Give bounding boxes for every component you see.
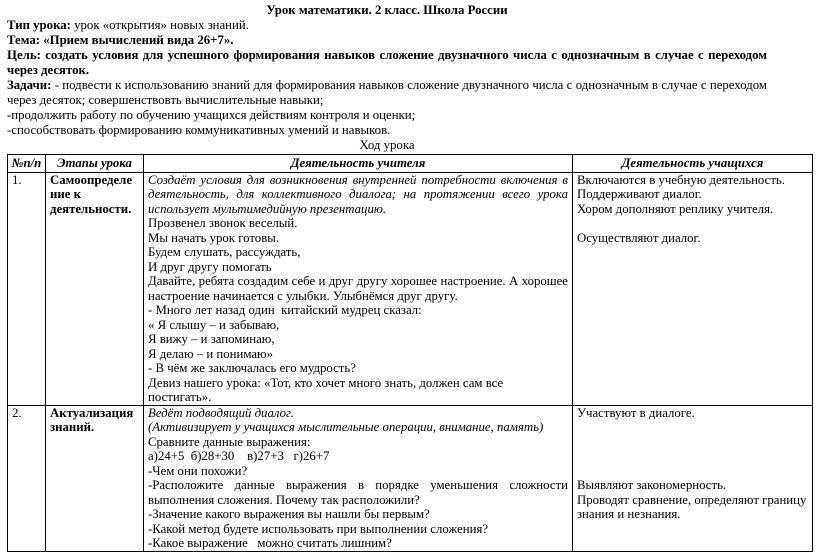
table-header-row: №п/п Этапы урока Деятельность учителя Де…	[7, 154, 813, 173]
stage-cell: Самоопределение к деятельности.	[45, 171, 144, 406]
lesson-plan-table: №п/п Этапы урока Деятельность учителя Де…	[7, 154, 813, 552]
teacher-line: И друг другу помогать	[148, 259, 272, 274]
lesson-task-line-3: -способствовать формированию коммуникати…	[7, 123, 391, 137]
teacher-line: -Какой метод будете использовать при вып…	[148, 521, 489, 536]
header-cell-teacher: Деятельность учителя	[143, 154, 573, 173]
lesson-tasks-label: Задачи:	[7, 78, 52, 92]
lesson-tasks-line: Задачи: - подвести к использованию знани…	[7, 78, 767, 108]
lesson-goal-text: создать условия для успешного формирован…	[7, 48, 767, 77]
table-row: 2. Актуализация знаний. Ведёт подводящий…	[7, 404, 813, 552]
page-title: Урок математики. 2 класс. Школа России	[266, 3, 508, 17]
teacher-line: Прозвенел звонок веселый.	[148, 216, 298, 230]
row-number: 2.	[7, 404, 46, 552]
lesson-task-line-2: -продолжить работу по обучению учащихся …	[7, 108, 416, 122]
lesson-tasks-text: - подвести к использованию знаний для фо…	[7, 78, 767, 107]
students-line: Участвуют в диалоге.	[577, 405, 695, 420]
teacher-line: Будем слушать, рассуждать,	[148, 245, 301, 259]
lesson-type-line: Тип урока: урок «открытия» новых знаний.	[7, 18, 767, 33]
students-line: Включаются в учебную деятельность.	[577, 172, 785, 187]
lesson-theme-line: Тема: «Прием вычислений вида 26+7».	[7, 33, 234, 47]
teacher-line: Создаёт условия для возникновения внутре…	[148, 172, 568, 216]
students-line: Хором дополняют реплику учителя.	[577, 201, 774, 216]
table-row: 1. Самоопределение к деятельности. Созда…	[7, 171, 813, 406]
teacher-line: -Расположите данные выражения в порядке …	[148, 478, 568, 507]
teacher-line: Сравните данные выражения:	[148, 434, 311, 449]
table-caption: Ход урока	[359, 138, 415, 152]
teacher-line: Ведёт подводящий диалог.	[148, 405, 294, 420]
lesson-type-label: Тип урока:	[7, 18, 71, 32]
teacher-line: Давайте, ребята создадим себе и друг дру…	[148, 274, 568, 303]
teacher-line: - В чём же заключалась его мудрость?	[148, 361, 356, 375]
lesson-header: Урок математики. 2 класс. Школа России Т…	[7, 3, 767, 138]
teacher-line: -Чем они похожи?	[148, 463, 248, 478]
lesson-goal-label: Цель:	[7, 48, 41, 62]
teacher-activity-cell: Создаёт условия для возникновения внутре…	[143, 171, 573, 406]
lesson-type-text: урок «открытия» новых знаний.	[70, 18, 249, 32]
teacher-line: Мы начать урок готовы.	[148, 230, 280, 245]
lesson-goal-line: Цель: создать условия для успешного форм…	[7, 48, 767, 78]
teacher-line: -Значение какого выражения вы нашли бы п…	[148, 507, 430, 521]
header-cell-stage: Этапы урока	[45, 154, 144, 173]
teacher-line: Я вижу – и запоминаю,	[148, 332, 275, 346]
teacher-line: « Я слышу – и забываю,	[148, 317, 280, 332]
stage-cell: Актуализация знаний.	[45, 404, 144, 552]
teacher-line: (Активизирует у учащихся мыслительные оп…	[148, 420, 544, 434]
students-activity-cell: Участвуют в диалоге. Выявляют закономерн…	[572, 404, 813, 552]
teacher-line: Девиз нашего урока: «Тот, кто хочет мног…	[148, 375, 504, 405]
students-activity-cell: Включаются в учебную деятельность. Подде…	[572, 171, 813, 406]
students-line: Проводят сравнение, определяют границу з…	[577, 492, 807, 522]
teacher-line: -Какое выражение можно считать лишним?	[148, 536, 392, 550]
students-line: Поддерживают диалог.	[577, 187, 702, 201]
row-number: 1.	[7, 171, 46, 406]
students-line: Осуществляют диалог.	[577, 230, 701, 245]
teacher-line: Я делаю – и понимаю»	[148, 346, 273, 361]
header-cell-students: Деятельность учащихся	[572, 154, 813, 173]
header-cell-number: №п/п	[7, 154, 46, 173]
teacher-line: - Много лет назад один китайский мудрец …	[148, 303, 422, 317]
students-line: Выявляют закономерность.	[577, 478, 727, 492]
expressions-line: а)24+5 б)28+30 в)27+3 г)26+7	[148, 449, 330, 463]
teacher-activity-cell: Ведёт подводящий диалог. (Активизирует у…	[143, 404, 573, 552]
